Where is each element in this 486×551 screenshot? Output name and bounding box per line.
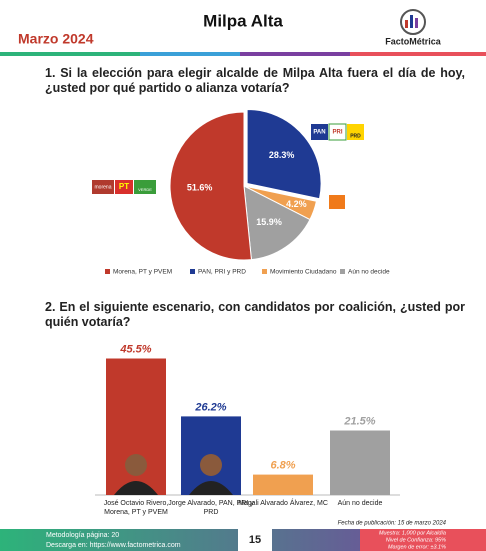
logo-morena: morena PT VERDE: [92, 180, 156, 194]
legend-label: Movimiento Ciudadano: [270, 269, 337, 276]
value-label: 21.5%: [343, 415, 375, 427]
error: Margen de error: ±3.1%: [388, 544, 446, 550]
download: Descarga en: https://www.factometrica.co…: [46, 542, 181, 549]
brand: FactoMétrica: [385, 36, 442, 46]
date: Marzo 2024: [18, 31, 94, 47]
category-label: Magali Alvarado Álvarez, MC: [238, 500, 328, 507]
logo-text: PT: [119, 182, 129, 191]
logo-text: PRD: [350, 133, 361, 139]
sample: Muestra: 1,000 por Alcaldía: [379, 530, 446, 536]
pie-slice: [169, 111, 252, 261]
category-label: José Octavio Rivero, Morena, PT y PVEM: [103, 500, 169, 516]
logo-pan: PAN PRI PRD: [311, 123, 364, 141]
photo-body: [189, 481, 233, 495]
value-label: 15.9%: [256, 217, 282, 227]
value-label: 51.6%: [187, 183, 213, 193]
legend-label: Morena, PT y PVEM: [113, 269, 172, 276]
footer-band: [0, 529, 486, 551]
value-label: 45.5%: [119, 343, 151, 355]
bar: [330, 430, 390, 495]
pie-slice: [246, 108, 322, 200]
legend-swatch: [105, 269, 110, 274]
color-stripe: [0, 52, 486, 56]
question: 2. En el siguiente escenario, con candid…: [45, 300, 465, 329]
value-label: 26.2%: [194, 401, 226, 413]
legend-label: PAN, PRI y PRD: [198, 269, 246, 276]
value-label: 6.8%: [270, 460, 295, 472]
page-number: 15: [249, 534, 261, 546]
logo-text: PRI: [332, 130, 342, 136]
logo-mc: [329, 195, 345, 209]
pie-slice: [243, 185, 311, 261]
value-label: 4.2%: [286, 199, 307, 209]
category-label: Aún no decide: [337, 500, 383, 507]
logo-text: VERDE: [138, 187, 152, 192]
question: 1. Si la elección para elegir alcalde de…: [45, 66, 465, 95]
legend-swatch: [340, 269, 345, 274]
page-title: Milpa Alta: [203, 11, 283, 30]
photo-body: [114, 481, 158, 495]
logo-text: PAN: [313, 130, 325, 136]
method: Metodología página: 20: [46, 532, 119, 539]
logo-icon: [400, 9, 426, 35]
legend-label: Aún no decide: [348, 269, 390, 276]
pub-date: Fecha de publicación: 15 de marzo 2024: [338, 521, 447, 527]
photo-face: [125, 454, 147, 476]
legend-swatch: [190, 269, 195, 274]
logo-text: morena: [95, 184, 112, 190]
value-label: 28.3%: [269, 150, 295, 160]
bar: [253, 474, 313, 495]
photo-face: [200, 454, 222, 476]
legend-swatch: [262, 269, 267, 274]
confidence: Nivel de Confianza: 95%: [386, 537, 446, 543]
category-label: Jorge Alvarado, PAN, PRI y PRD: [168, 500, 254, 516]
